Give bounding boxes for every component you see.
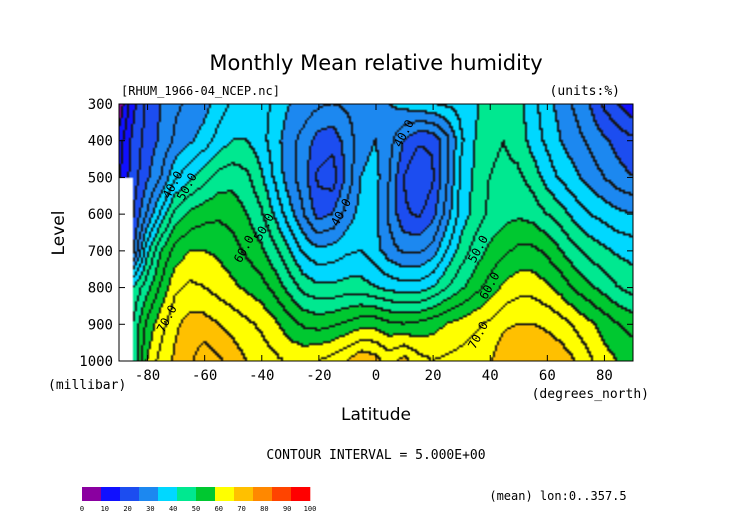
colorbar-swatch [101,487,121,501]
y-axis-units: (millibar) [48,378,126,393]
x-tick-label: 0 [372,368,380,384]
colorbar-swatch [253,487,273,501]
plot-area: 40.050.060.050.0 40.040.050.060.070.070.0 [119,104,633,361]
colorbar-swatch [272,487,292,501]
colorbar-swatch [120,487,140,501]
x-tick-label: 80 [596,368,613,384]
x-tick-label: 40 [482,368,499,384]
colorbar-tick-label: 0 [80,505,84,513]
y-tick-label: 800 [88,281,113,297]
chart-title: Monthly Mean relative humidity [209,51,542,75]
y-tick-label: 600 [88,207,113,223]
file-label: [RHUM_1966-04_NCEP.nc] [121,84,280,98]
x-axis-label: Latitude [341,405,411,425]
y-tick-label: 300 [88,97,113,113]
colorbar-swatch [82,487,102,501]
colorbar-swatch [234,487,254,501]
colorbar-tick-label: 70 [237,505,245,513]
humidity-contour-field [119,104,633,361]
x-axis-units: (degrees_north) [532,387,649,402]
colorbar-tick-label: 10 [101,505,109,513]
x-tick-label: -40 [249,368,274,384]
colorbar-swatch [215,487,235,501]
y-axis: 300 400 500 600 700 800 900 1000 [79,97,633,370]
colorbar-tick-label: 90 [283,505,291,513]
colorbar-tick-label: 100 [304,505,317,513]
y-axis-label: Level [49,211,69,256]
colorbar-tick-label: 80 [260,505,268,513]
y-tick-label: 1000 [79,354,113,370]
region-note: (mean) lon:0..357.5 [489,489,626,503]
x-tick-label: -80 [135,368,160,384]
colorbar-swatch [139,487,159,501]
contour-interval-note: CONTOUR INTERVAL = 5.000E+00 [266,448,485,463]
x-tick-label: 20 [425,368,442,384]
colorbar-tick-label: 30 [146,505,154,513]
colorbar-swatch [291,487,311,501]
colorbar-swatch [196,487,216,501]
y-tick-label: 500 [88,170,113,186]
y-tick-label: 900 [88,317,113,333]
units-label: (units:%) [550,84,620,99]
colorbar-tick-label: 60 [215,505,223,513]
colorbar-tick-label: 40 [169,505,177,513]
colorbar-tick-label: 20 [123,505,131,513]
x-tick-label: 60 [539,368,556,384]
x-tick-label: -60 [192,368,217,384]
y-tick-label: 700 [88,244,113,260]
y-tick-label: 400 [88,134,113,150]
colorbar-swatch [158,487,178,501]
colorbar-tick-label: 50 [192,505,200,513]
x-tick-label: -20 [306,368,331,384]
x-axis: -80 -60 -40 -20 0 20 40 60 80 [135,104,613,384]
colorbar: 0 10 20 30 40 50 60 70 80 90 100 [80,487,316,513]
colorbar-swatch [177,487,197,501]
